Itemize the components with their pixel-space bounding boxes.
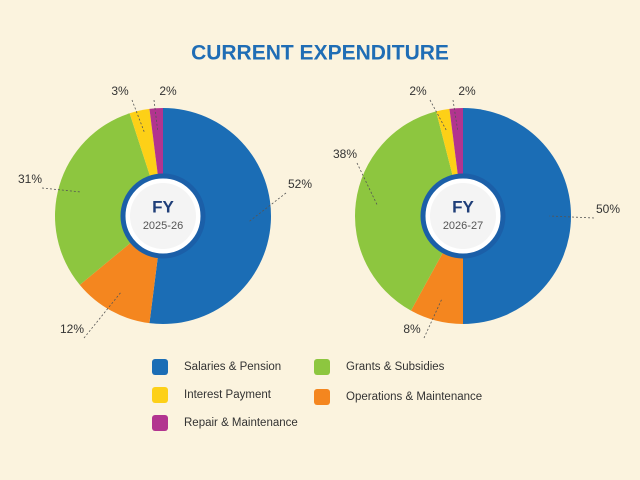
data-label: 2%: [458, 84, 476, 98]
legend-swatch: [152, 359, 168, 375]
center-inner: [130, 183, 196, 249]
leader-line: [429, 99, 448, 132]
leader-line: [131, 99, 145, 132]
legend-swatch: [152, 387, 168, 403]
chart-title: CURRENT EXPENDITURE: [191, 42, 449, 65]
center-subtitle: 2026-27: [443, 220, 483, 232]
legend-label: Grants & Subsidies: [346, 361, 445, 373]
pie-slice: [355, 111, 463, 311]
leader-line: [549, 215, 595, 219]
center-title: FY: [152, 197, 174, 216]
leader-line: [423, 299, 442, 339]
leader-line: [153, 99, 158, 130]
data-label: 31%: [18, 172, 42, 186]
pie-slice: [149, 108, 272, 324]
legend-swatch: [152, 415, 168, 431]
data-label: 12%: [60, 322, 84, 336]
legend-swatch: [314, 359, 330, 375]
data-label: 2%: [409, 84, 427, 98]
legend-label: Salaries & Pension: [184, 361, 281, 373]
center-subtitle: 2025-26: [143, 220, 183, 232]
data-label: 50%: [596, 202, 620, 216]
data-label: 8%: [403, 322, 421, 336]
pie-slice: [463, 108, 571, 324]
leader-line: [452, 99, 458, 130]
data-label: 52%: [288, 177, 312, 191]
legend-label: Interest Payment: [184, 389, 272, 401]
center-title: FY: [452, 197, 474, 216]
legend-label: Operations & Maintenance: [346, 391, 482, 403]
data-label: 2%: [159, 84, 177, 98]
legend-label: Repair & Maintenance: [184, 417, 298, 429]
center-inner: [430, 183, 496, 249]
data-label: 3%: [111, 84, 129, 98]
data-label: 38%: [333, 147, 357, 161]
legend-swatch: [314, 389, 330, 405]
leader-line: [83, 291, 122, 339]
pie-slice: [54, 113, 163, 285]
